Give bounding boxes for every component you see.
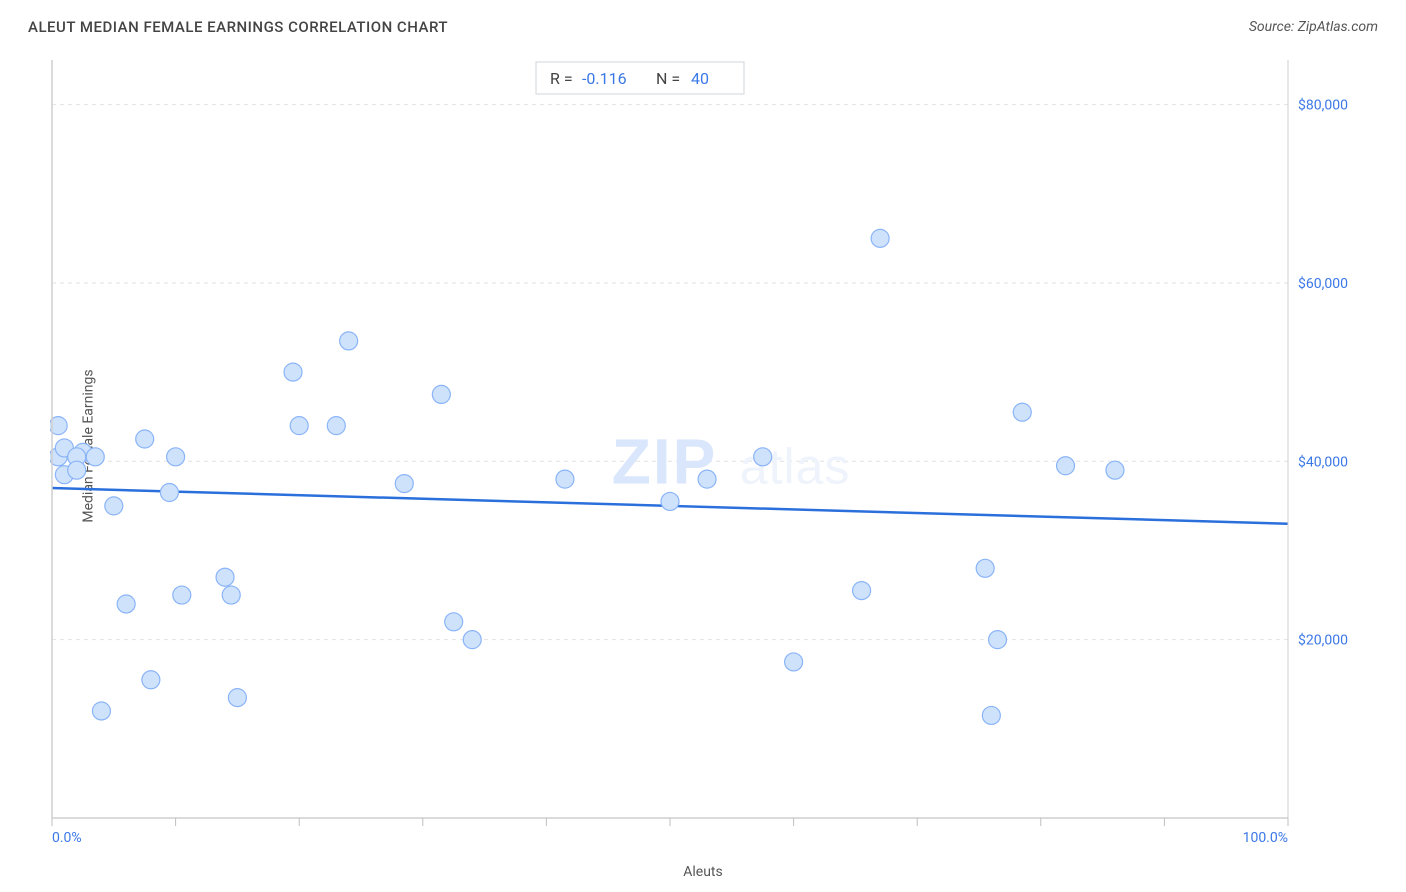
x-axis-start-label: 0.0% [52,830,82,846]
data-point [1057,457,1075,475]
chart-svg: $20,000$40,000$60,000$80,000ZIPatlas0.0%… [50,56,1378,852]
data-point [445,613,463,631]
data-point [395,475,413,493]
data-point [661,492,679,510]
stats-n-value: 40 [691,69,709,88]
stats-r-label: R = [550,69,573,88]
data-point [68,461,86,479]
watermark-atlas: atlas [740,438,851,494]
data-point [284,363,302,381]
data-point [754,448,772,466]
data-point [463,631,481,649]
stats-n-label: N = [656,69,680,88]
data-point [86,448,104,466]
data-point [136,430,154,448]
data-point [989,631,1007,649]
data-point [105,497,123,515]
y-tick-label: $80,000 [1298,97,1348,114]
chart-header: ALEUT MEDIAN FEMALE EARNINGS CORRELATION… [0,0,1406,46]
data-point [173,586,191,604]
data-point [290,417,308,435]
data-point [871,229,889,247]
data-point [228,689,246,707]
data-point [117,595,135,613]
source-attribution: Source: ZipAtlas.com [1249,19,1378,35]
data-point [1106,461,1124,479]
data-point [976,559,994,577]
stats-r-value: -0.116 [582,69,627,88]
data-point [222,586,240,604]
data-point [1013,403,1031,421]
x-axis-end-label: 100.0% [1243,830,1288,846]
data-point [160,484,178,502]
data-point [432,385,450,403]
chart-title: ALEUT MEDIAN FEMALE EARNINGS CORRELATION… [28,18,448,36]
scatter-chart: $20,000$40,000$60,000$80,000ZIPatlas0.0%… [50,56,1378,852]
y-tick-label: $40,000 [1298,453,1348,470]
data-point [853,582,871,600]
x-axis-label: Aleuts [683,864,722,880]
data-point [327,417,345,435]
y-tick-label: $20,000 [1298,632,1348,649]
data-point [982,706,1000,724]
data-point [698,470,716,488]
data-point [216,568,234,586]
data-point [142,671,160,689]
y-tick-label: $60,000 [1298,275,1348,292]
data-point [556,470,574,488]
data-point [167,448,185,466]
data-point [340,332,358,350]
data-point [92,702,110,720]
data-point [785,653,803,671]
